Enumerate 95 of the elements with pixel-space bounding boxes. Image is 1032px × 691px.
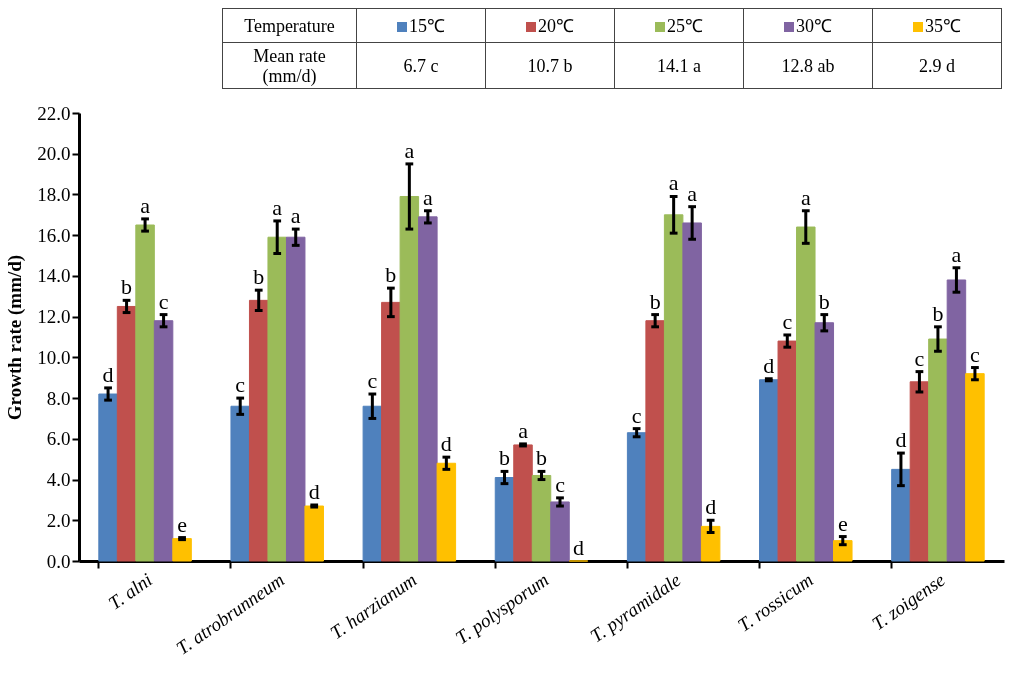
bar	[436, 462, 457, 562]
bar	[135, 224, 155, 562]
bar	[946, 279, 967, 562]
bar	[494, 477, 515, 562]
y-tick-label: 14.0	[37, 265, 71, 287]
data-label: c	[367, 368, 378, 394]
legend-label: 20℃	[485, 8, 615, 43]
data-label: b	[499, 445, 510, 471]
bar	[285, 236, 306, 562]
text: 14.1 a	[614, 42, 744, 89]
bar	[700, 525, 721, 562]
bar	[399, 195, 420, 562]
legend-label: 35℃	[872, 8, 1002, 43]
y-tick-label: 0.0	[46, 550, 71, 572]
bar	[645, 320, 665, 562]
y-tick-label: 6.0	[46, 428, 71, 450]
y-tick-label: 20.0	[37, 143, 71, 165]
data-label: a	[518, 417, 529, 443]
bar	[682, 222, 702, 562]
y-axis-title: Growth rate (mm/d)	[4, 254, 27, 421]
bar	[777, 340, 798, 562]
data-label: b	[649, 288, 661, 314]
y-tick-label: 8.0	[46, 387, 71, 409]
text: 2.9 d	[872, 42, 1002, 89]
data-label: b	[121, 274, 133, 300]
bar	[891, 468, 911, 562]
legend-label: 15℃	[356, 8, 486, 43]
text: 10.7 b	[485, 42, 615, 89]
bar	[626, 432, 647, 562]
data-label: b	[253, 264, 265, 290]
data-label: a	[668, 170, 679, 196]
data-label: d	[763, 352, 775, 378]
data-label: b	[818, 288, 830, 314]
data-label: c	[158, 288, 169, 314]
data-label: a	[800, 184, 811, 210]
data-label: d	[308, 479, 320, 504]
bar	[965, 373, 985, 562]
bar	[418, 216, 438, 562]
text: 12.8 ab	[743, 42, 873, 89]
bar	[833, 540, 853, 562]
data-label: c	[970, 341, 981, 367]
bar	[172, 538, 192, 562]
data-label: d	[102, 361, 114, 387]
bar	[928, 338, 948, 562]
bar	[796, 226, 816, 562]
bar	[98, 393, 118, 562]
data-label: b	[536, 445, 547, 471]
data-label: b	[385, 262, 397, 288]
data-label: c	[914, 345, 925, 371]
data-label: a	[404, 137, 415, 163]
data-label: e	[177, 511, 187, 537]
data-label: d	[440, 431, 452, 457]
data-label: d	[705, 494, 717, 520]
data-label: d	[573, 535, 584, 560]
bar	[531, 474, 552, 562]
bar	[909, 381, 930, 562]
bar	[759, 379, 779, 562]
data-label: a	[687, 180, 698, 206]
y-tick-label: 2.0	[46, 509, 71, 531]
bar	[304, 505, 324, 562]
bar	[116, 305, 137, 562]
data-label: a	[422, 184, 433, 210]
bar	[513, 444, 533, 562]
x-tick-label: T. alni	[104, 568, 156, 614]
y-tick-label: 10.0	[37, 346, 71, 368]
data-label: d	[895, 427, 907, 453]
data-label: c	[235, 372, 246, 398]
bar	[814, 322, 835, 562]
y-tick-label: 16.0	[37, 224, 71, 246]
bar	[153, 320, 174, 562]
legend-label: 30℃	[743, 8, 873, 43]
bar	[663, 214, 684, 562]
text: 6.7 c	[356, 42, 486, 89]
data-label: a	[951, 241, 962, 267]
bar	[550, 501, 570, 562]
bar	[248, 299, 269, 562]
data-label: a	[140, 192, 151, 218]
y-tick-label: 4.0	[46, 469, 71, 491]
text: Mean rate (mm/d)	[222, 42, 357, 89]
data-label: a	[272, 194, 283, 220]
legend-label: 25℃	[614, 8, 744, 43]
y-tick-label: 12.0	[37, 306, 71, 328]
bar	[267, 236, 287, 562]
data-label: b	[932, 300, 944, 326]
y-tick-label: 18.0	[37, 183, 71, 205]
legend-title: Temperature	[222, 8, 357, 43]
data-label: c	[555, 471, 566, 497]
data-label: c	[631, 402, 642, 428]
bar	[381, 301, 401, 562]
data-label: e	[837, 510, 848, 536]
data-label: c	[782, 308, 793, 334]
bar	[362, 405, 383, 562]
data-label: a	[290, 203, 301, 229]
bar	[230, 405, 250, 562]
y-tick-label: 22.0	[37, 102, 71, 124]
